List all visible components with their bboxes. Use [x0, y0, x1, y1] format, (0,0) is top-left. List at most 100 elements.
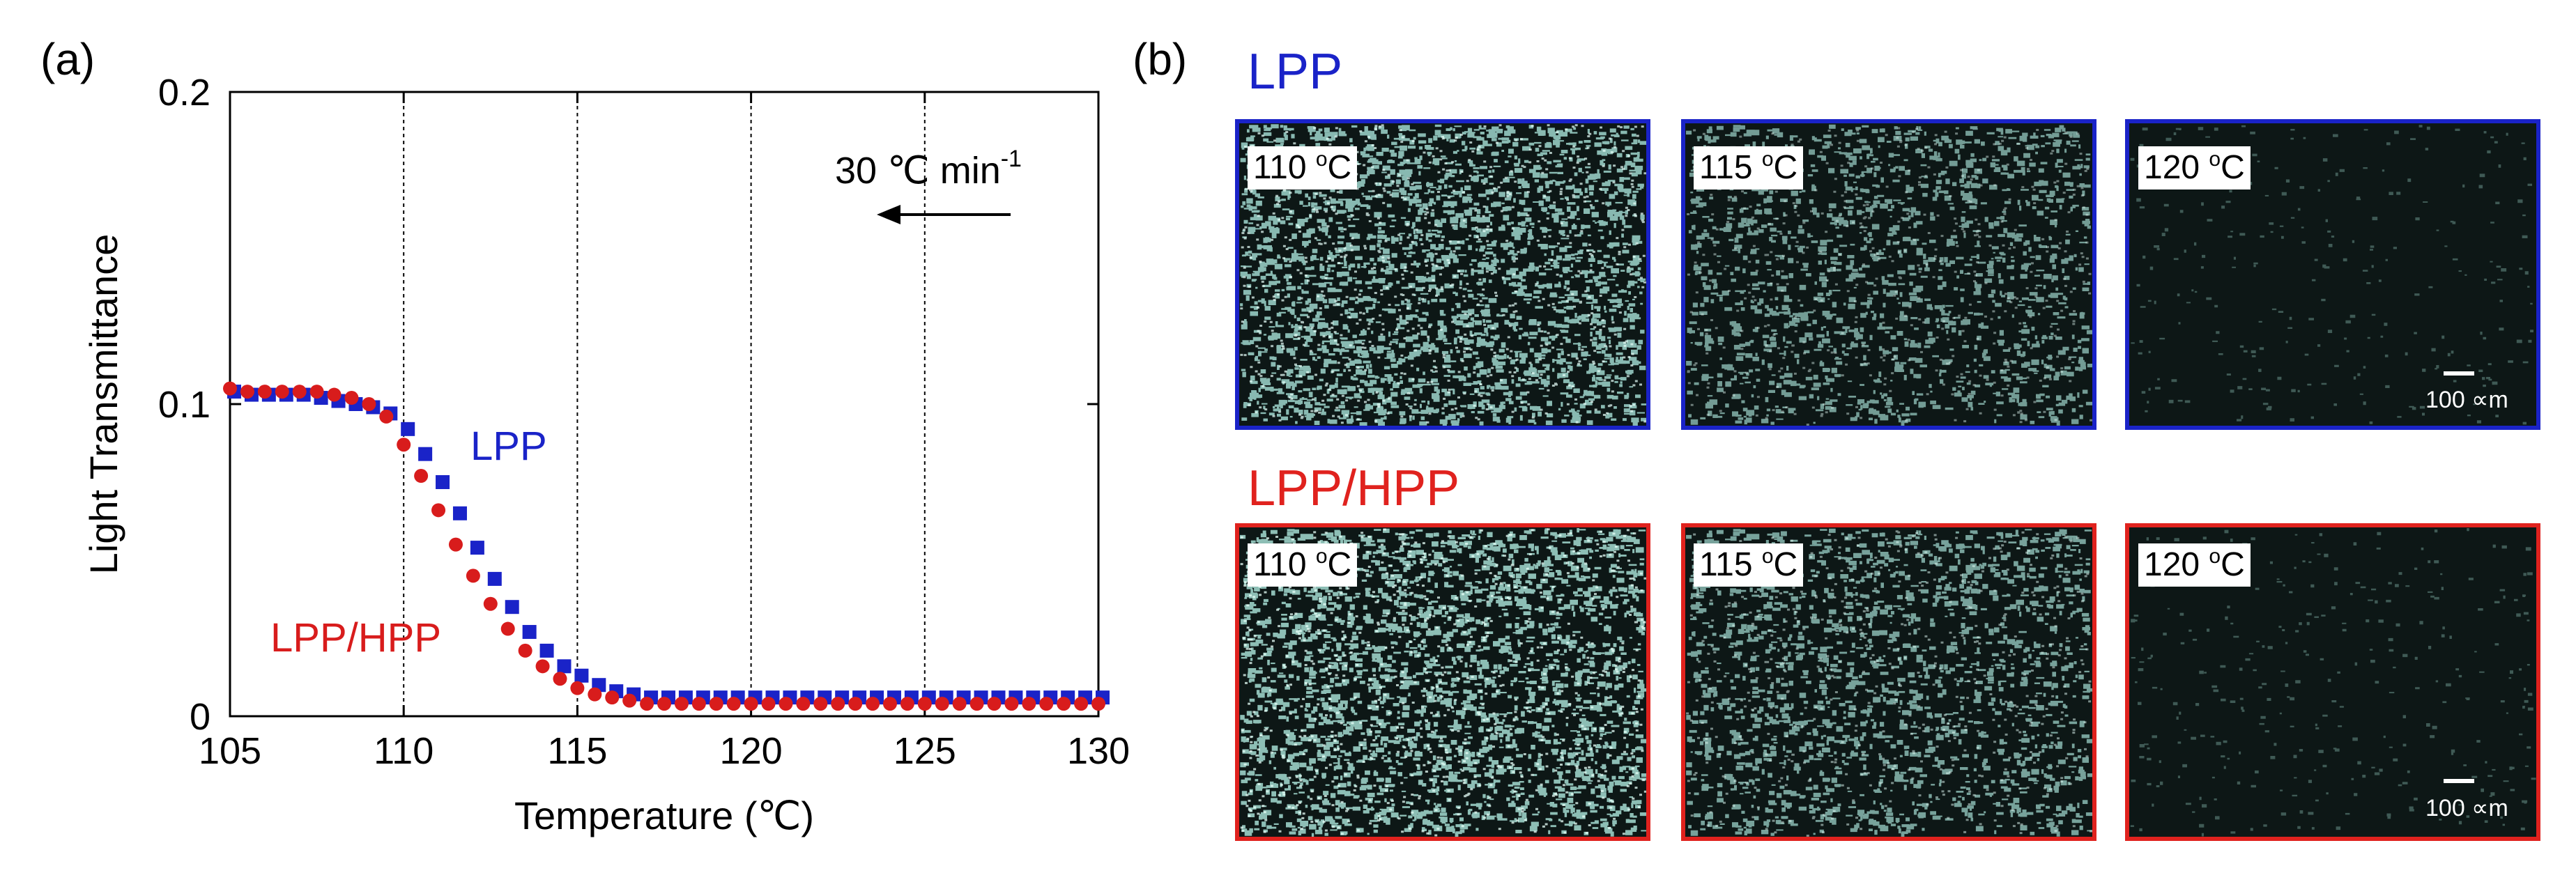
data-point [505, 600, 519, 614]
data-point [436, 475, 450, 489]
series-lpp-hpp [223, 381, 1105, 711]
data-point [987, 697, 1002, 711]
data-point [539, 643, 554, 658]
y-tick-label: 0.1 [158, 384, 210, 426]
data-point [448, 537, 463, 552]
row-title-lpp: LPP [1248, 44, 1343, 100]
y-axis-label: Light Transmittance [82, 234, 125, 575]
micrograph-border [2125, 119, 2540, 430]
data-point [952, 697, 967, 711]
data-point [657, 697, 671, 711]
data-point [574, 668, 589, 683]
x-tick-label: 105 [199, 730, 261, 772]
temp-label-lpp-115: 115 oC [1694, 146, 1804, 190]
data-point [779, 697, 793, 711]
data-point [240, 385, 254, 399]
data-point [1039, 697, 1054, 711]
data-point [500, 621, 515, 636]
y-tick-label: 0 [190, 696, 210, 738]
data-point [414, 469, 429, 484]
data-point [379, 409, 394, 424]
data-point [223, 381, 237, 396]
rate-annotation: 30 ℃ min-1 [835, 146, 1022, 192]
data-point [1022, 697, 1036, 711]
series-label-lpp-hpp: LPP/HPP [270, 615, 441, 660]
x-tick-label: 130 [1067, 730, 1130, 772]
data-point [557, 659, 572, 674]
data-point [553, 672, 567, 686]
data-point [935, 697, 949, 711]
data-point [535, 659, 550, 674]
data-point [518, 643, 532, 658]
data-point [796, 697, 811, 711]
micrograph-border [1235, 119, 1650, 430]
panel-b-label: (b) [1133, 34, 1188, 84]
data-point [866, 697, 880, 711]
temp-label-lpp-120: 120 oC [2138, 146, 2251, 190]
x-tick-label: 125 [894, 730, 956, 772]
data-point [275, 385, 289, 399]
scale-bar-label-lpp-hpp: 100 ∝m [2425, 795, 2508, 821]
data-point [1004, 697, 1019, 711]
data-point [900, 697, 914, 711]
data-point [882, 697, 897, 711]
data-point [452, 506, 467, 520]
data-point [470, 541, 484, 555]
temp-label-lpp-hpp-110: 110 oC [1248, 543, 1358, 587]
scale-bar-lpp [2444, 371, 2474, 376]
data-point [362, 397, 376, 411]
data-point [466, 569, 480, 583]
x-tick-label: 120 [720, 730, 783, 772]
data-point [1074, 697, 1089, 711]
data-point [418, 447, 433, 461]
data-point [1091, 697, 1105, 711]
cooling-arrow-icon [877, 205, 1011, 224]
x-axis-label: Temperature (℃) [514, 794, 814, 837]
micrograph-0-0 [1235, 119, 1650, 430]
temp-label-lpp-110: 110 oC [1248, 146, 1358, 190]
data-point [831, 697, 845, 711]
data-point [588, 687, 602, 702]
data-point [397, 438, 411, 452]
micrograph-border [1681, 523, 2096, 841]
row-title-lpp-hpp: LPP/HPP [1248, 461, 1460, 516]
scale-bar-lpp-hpp [2444, 779, 2474, 783]
data-point [487, 571, 502, 586]
data-point [726, 697, 741, 711]
y-tick-label: 0.2 [158, 72, 210, 114]
data-point [570, 681, 585, 695]
data-point [522, 625, 537, 640]
data-point [292, 385, 307, 399]
data-point [813, 697, 828, 711]
data-series [223, 381, 1110, 711]
data-point [431, 503, 446, 518]
micrograph-border [1235, 523, 1650, 841]
data-point [709, 697, 723, 711]
data-point [691, 697, 706, 711]
series-label-lpp: LPP [470, 424, 547, 469]
data-point [257, 385, 272, 399]
data-point [674, 697, 689, 711]
data-point [622, 693, 637, 708]
scale-bar-label-lpp: 100 ∝m [2425, 387, 2508, 413]
data-point [309, 385, 324, 399]
data-point [969, 697, 984, 711]
data-point [344, 391, 359, 405]
data-point [761, 697, 776, 711]
data-point [744, 697, 758, 711]
x-tick-label: 110 [374, 730, 434, 772]
data-point [327, 387, 342, 402]
data-point [848, 697, 863, 711]
x-tick-label: 115 [547, 730, 607, 772]
data-point [640, 697, 654, 711]
micrograph-1-0 [1235, 523, 1650, 841]
temp-label-lpp-hpp-120: 120 oC [2138, 543, 2251, 587]
data-point [917, 697, 932, 711]
temp-label-lpp-hpp-115: 115 oC [1694, 543, 1804, 587]
panel-a-label: (a) [40, 34, 95, 84]
data-point [605, 690, 620, 705]
data-point [1057, 697, 1071, 711]
micrograph-border [1681, 119, 2096, 430]
